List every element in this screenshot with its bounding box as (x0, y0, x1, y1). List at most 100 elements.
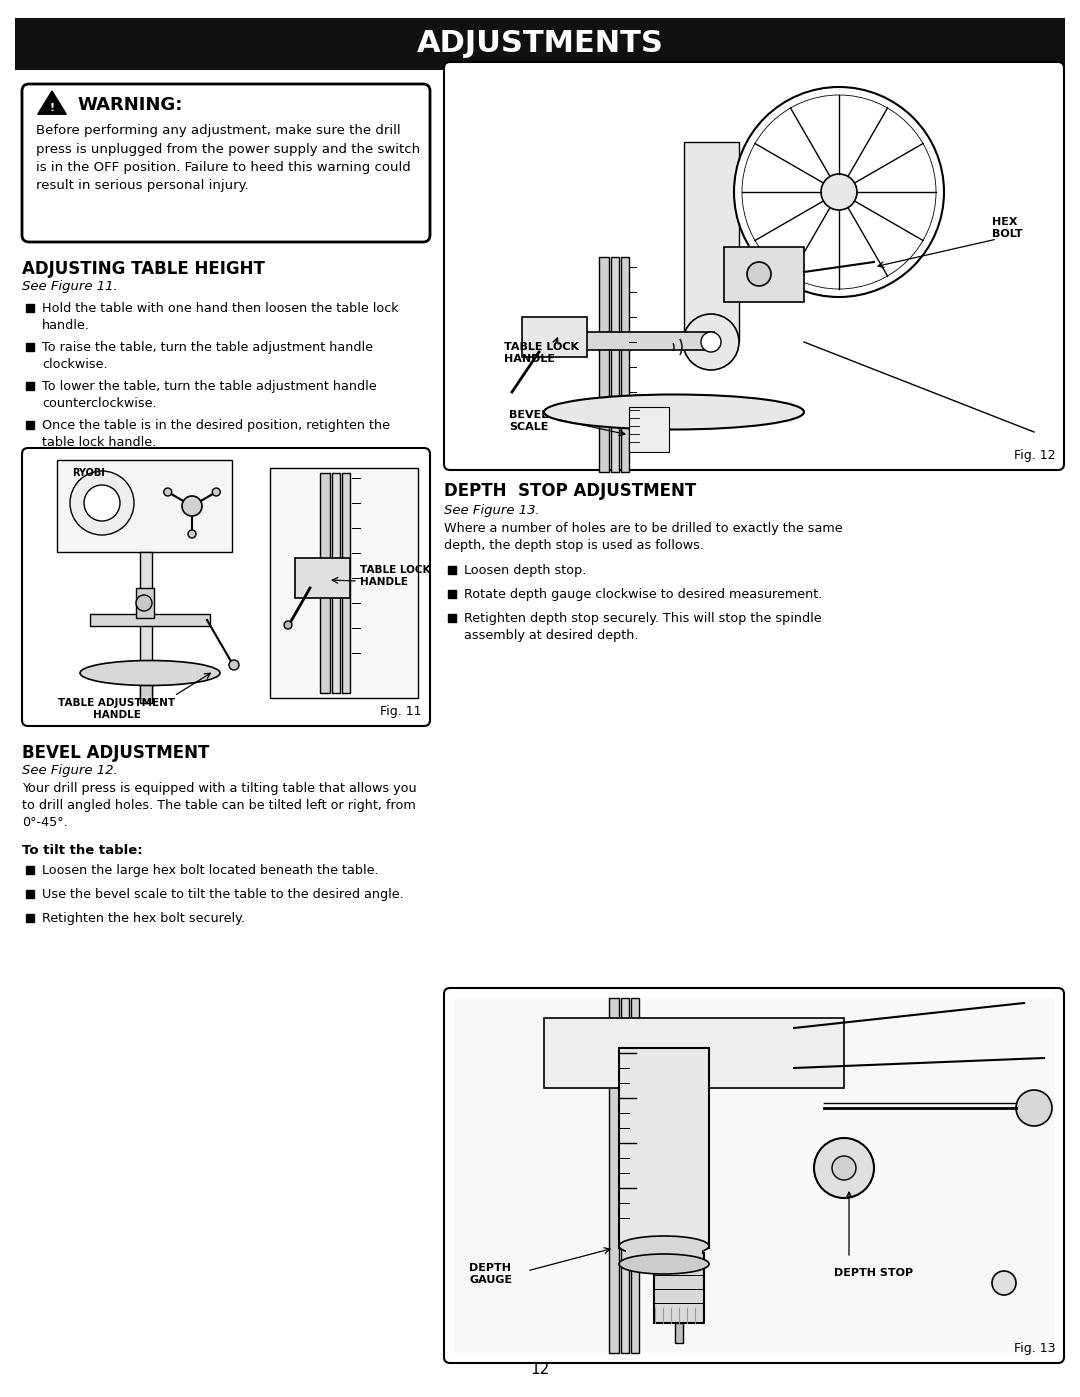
Text: Where a number of holes are to be drilled to exactly the same
depth, the depth s: Where a number of holes are to be drille… (444, 522, 842, 552)
Circle shape (183, 496, 202, 515)
FancyBboxPatch shape (22, 84, 430, 242)
Bar (136, 588, 154, 617)
Bar (90, 615, 210, 626)
Text: TABLE ADJUSTMENT
HANDLE: TABLE ADJUSTMENT HANDLE (58, 698, 176, 721)
Bar (621, 997, 629, 1354)
Text: Fig. 11: Fig. 11 (380, 705, 422, 718)
Bar (26, 420, 33, 429)
Circle shape (742, 95, 936, 289)
Bar (626, 1246, 702, 1264)
Bar (621, 257, 629, 472)
Circle shape (164, 488, 172, 496)
Bar (724, 247, 804, 302)
Bar (448, 590, 456, 598)
Bar (448, 615, 456, 622)
Text: TABLE LOCK
HANDLE: TABLE LOCK HANDLE (360, 564, 431, 587)
Bar (522, 317, 588, 358)
Circle shape (814, 1139, 874, 1199)
Text: Fig. 12: Fig. 12 (1014, 448, 1056, 462)
Circle shape (188, 529, 195, 538)
Text: Use the bevel scale to tilt the table to the desired angle.: Use the bevel scale to tilt the table to… (42, 888, 404, 901)
Bar (26, 914, 33, 922)
Text: DEPTH
GAUGE: DEPTH GAUGE (469, 1263, 512, 1285)
Bar (140, 552, 152, 700)
Bar (26, 381, 33, 390)
Circle shape (832, 1155, 856, 1180)
Circle shape (1016, 1090, 1052, 1126)
Bar (609, 997, 619, 1354)
Circle shape (993, 1271, 1016, 1295)
Text: 12: 12 (530, 1362, 550, 1377)
Text: Rotate depth gauge clockwise to desired measurement.: Rotate depth gauge clockwise to desired … (464, 588, 822, 601)
Text: Loosen depth stop.: Loosen depth stop. (464, 564, 586, 577)
Text: See Figure 11.: See Figure 11. (22, 279, 118, 293)
Circle shape (84, 485, 120, 521)
Bar (629, 407, 669, 453)
Bar (675, 1323, 683, 1343)
Bar (320, 474, 330, 693)
Text: ADJUSTMENTS: ADJUSTMENTS (417, 29, 663, 59)
Polygon shape (38, 91, 66, 115)
Text: Before performing any adjustment, make sure the drill
press is unplugged from th: Before performing any adjustment, make s… (36, 124, 420, 193)
Text: HEX
BOLT: HEX BOLT (993, 217, 1023, 239)
Bar (140, 664, 152, 703)
Text: !: ! (50, 103, 55, 113)
Text: Hold the table with one hand then loosen the table lock
handle.: Hold the table with one hand then loosen… (42, 302, 399, 332)
Text: DEPTH  STOP ADJUSTMENT: DEPTH STOP ADJUSTMENT (444, 482, 697, 500)
FancyBboxPatch shape (444, 988, 1064, 1363)
Text: To lower the table, turn the table adjustment handle
counterclockwise.: To lower the table, turn the table adjus… (42, 380, 377, 411)
Circle shape (229, 659, 239, 671)
Circle shape (213, 488, 220, 496)
Text: Your drill press is equipped with a tilting table that allows you
to drill angle: Your drill press is equipped with a tilt… (22, 782, 417, 830)
Bar (619, 1048, 708, 1248)
Text: Fig. 13: Fig. 13 (1014, 1343, 1056, 1355)
Circle shape (683, 314, 739, 370)
Text: Loosen the large hex bolt located beneath the table.: Loosen the large hex bolt located beneat… (42, 863, 379, 877)
Bar (524, 332, 714, 351)
Bar (26, 890, 33, 898)
Circle shape (701, 332, 721, 352)
Text: RYOBI: RYOBI (72, 468, 105, 478)
Bar (611, 257, 619, 472)
Bar (654, 1253, 704, 1323)
Circle shape (747, 263, 771, 286)
Bar (26, 344, 33, 351)
Bar (631, 997, 639, 1354)
Bar (448, 566, 456, 574)
Bar (57, 460, 232, 552)
Text: See Figure 13.: See Figure 13. (444, 504, 540, 517)
Bar (544, 1018, 843, 1088)
Bar (684, 142, 739, 342)
Text: To raise the table, turn the table adjustment handle
clockwise.: To raise the table, turn the table adjus… (42, 341, 373, 372)
Bar (332, 474, 340, 693)
Text: Retighten depth stop securely. This will stop the spindle
assembly at desired de: Retighten depth stop securely. This will… (464, 612, 822, 643)
Bar (295, 557, 350, 598)
Ellipse shape (619, 1255, 708, 1274)
Bar (26, 866, 33, 875)
Circle shape (821, 175, 858, 210)
Circle shape (284, 622, 292, 629)
FancyBboxPatch shape (22, 448, 430, 726)
Text: BEVEL ADJUSTMENT: BEVEL ADJUSTMENT (22, 745, 210, 761)
Circle shape (70, 471, 134, 535)
Bar (342, 474, 350, 693)
Text: WARNING:: WARNING: (77, 96, 183, 115)
Bar (599, 257, 609, 472)
Text: DEPTH STOP: DEPTH STOP (834, 1268, 913, 1278)
Text: TABLE LOCK
HANDLE: TABLE LOCK HANDLE (504, 342, 579, 365)
Ellipse shape (80, 661, 220, 686)
Circle shape (136, 595, 152, 610)
Ellipse shape (619, 1236, 708, 1256)
Text: To tilt the table:: To tilt the table: (22, 844, 143, 856)
Ellipse shape (544, 394, 804, 429)
Bar (15, 18, 1065, 70)
Bar (26, 305, 33, 312)
Bar (270, 468, 418, 698)
FancyBboxPatch shape (444, 61, 1064, 469)
Circle shape (734, 87, 944, 298)
Bar (454, 997, 1054, 1354)
Text: Retighten the hex bolt securely.: Retighten the hex bolt securely. (42, 912, 245, 925)
Text: BEVEL
SCALE: BEVEL SCALE (509, 409, 549, 433)
Text: ADJUSTING TABLE HEIGHT: ADJUSTING TABLE HEIGHT (22, 260, 265, 278)
Text: Once the table is in the desired position, retighten the
table lock handle.: Once the table is in the desired positio… (42, 419, 390, 450)
